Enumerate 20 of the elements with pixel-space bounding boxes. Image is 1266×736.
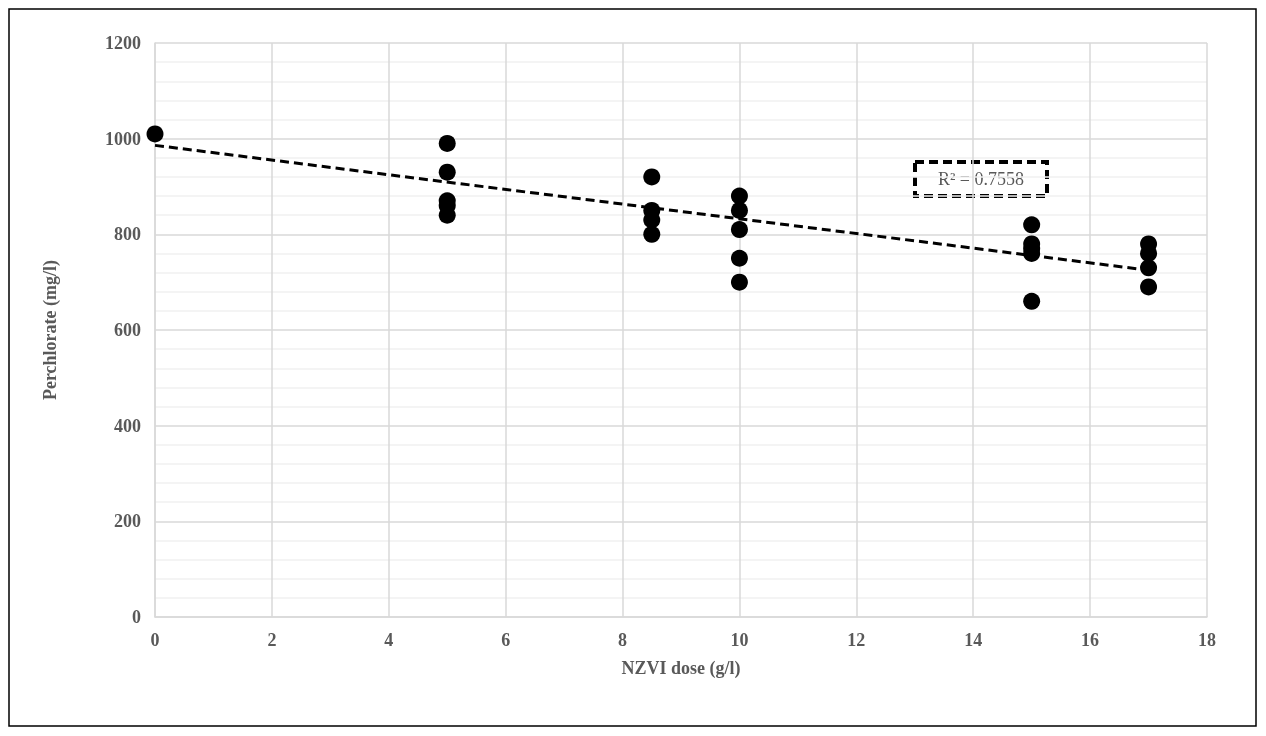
x-tick-label: 12: [847, 630, 866, 650]
x-tick-label: 6: [501, 630, 511, 650]
x-tick-label: 10: [730, 630, 749, 650]
x-tick-label: 4: [384, 630, 394, 650]
x-axis-title: NZVI dose (g/l): [621, 658, 741, 679]
x-tick-label: 8: [618, 630, 628, 650]
x-tick-label: 0: [150, 630, 160, 650]
y-tick-label: 400: [114, 415, 141, 436]
x-tick-label: 18: [1198, 630, 1216, 650]
y-tick-label: 600: [114, 320, 141, 340]
y-tick-label: 1000: [105, 128, 141, 149]
y-tick-label: 800: [114, 224, 141, 245]
y-tick-label: 0: [132, 607, 141, 627]
y-axis-title: Perchlorate (mg/l): [40, 259, 61, 401]
x-tick-label: 14: [964, 630, 983, 650]
x-tick-label: 16: [1081, 630, 1100, 650]
y-tick-label: 1200: [105, 33, 141, 53]
y-tick-label: 200: [114, 511, 141, 532]
annotation: R² = 0.7558: [937, 169, 1025, 189]
x-tick-label: 2: [267, 630, 277, 650]
